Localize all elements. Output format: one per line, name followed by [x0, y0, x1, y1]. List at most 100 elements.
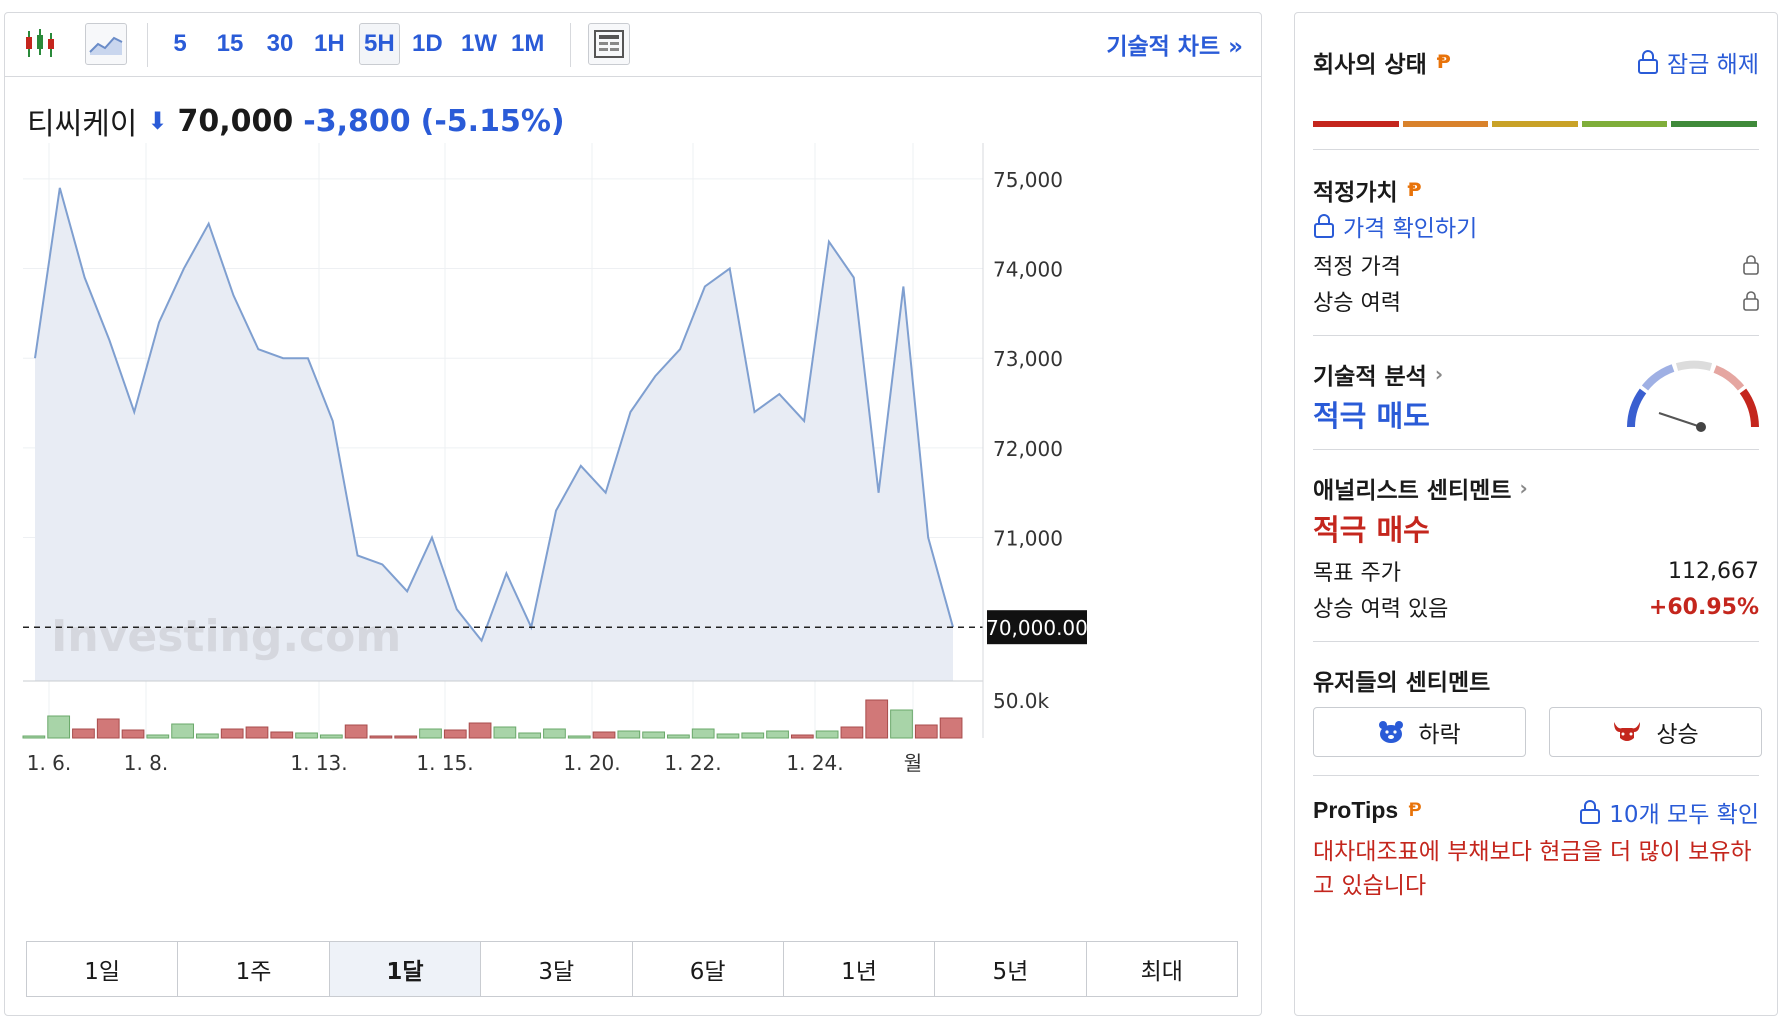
y-tick-label: 73,000: [993, 347, 1063, 371]
fair-price-row: 적정 가격: [1313, 249, 1759, 281]
volume-bar: [319, 734, 343, 739]
y-tick-label: 75,000: [993, 168, 1063, 192]
volume-bar: [741, 732, 765, 739]
technical-chart-link[interactable]: 기술적 차트 »: [1106, 34, 1243, 60]
lock-icon: [1743, 255, 1759, 275]
volume-bar: [691, 728, 715, 739]
technical-verdict: 적극 매도: [1313, 399, 1430, 433]
protips-title: ProTips Ᵽ: [1313, 797, 1424, 824]
y-tick-label: 71,000: [993, 527, 1063, 551]
last-price: 70,000: [177, 103, 294, 139]
interval-15-button[interactable]: 15: [216, 30, 244, 57]
interval-30-button[interactable]: 30: [266, 30, 294, 57]
volume-bar: [270, 731, 294, 739]
bearish-label: 하락: [1418, 722, 1461, 748]
technical-label: 기술적 분석: [1313, 364, 1427, 390]
volume-bar: [766, 730, 789, 739]
sidebar-panel: 회사의 상태 Ᵽ 잠금 해제 적정가치 Ᵽ 가격 확인하기 적정 가격 상승 여…: [1294, 12, 1778, 1016]
volume-bar: [790, 734, 814, 739]
upside-available-value: +60.95%: [1648, 594, 1759, 620]
bullish-button[interactable]: 상승: [1549, 707, 1762, 757]
volume-bar: [716, 733, 740, 739]
volume-bar: [592, 731, 616, 739]
bull-icon: [1614, 722, 1641, 741]
pro-badge-icon: Ᵽ: [1407, 179, 1422, 201]
volume-bar: [840, 726, 864, 739]
unlock-health-link[interactable]: 잠금 해제: [1637, 45, 1759, 79]
range-button-2[interactable]: 1달: [329, 942, 482, 996]
volume-bar: [47, 715, 71, 739]
volume-bar: [245, 726, 269, 739]
interval-1h-button[interactable]: 1H: [314, 30, 345, 57]
x-tick-label: 1. 8.: [124, 751, 169, 775]
x-tick-label: 1. 6.: [27, 751, 72, 775]
divider: [1313, 641, 1759, 642]
interval-5-button[interactable]: 5: [173, 30, 187, 57]
health-gradient-bar: [1313, 121, 1757, 127]
interval-1w-button[interactable]: 1W: [461, 30, 497, 57]
range-button-6[interactable]: 5년: [935, 942, 1087, 996]
candlestick-icon[interactable]: [19, 23, 61, 65]
technical-title[interactable]: 기술적 분석 ›: [1313, 357, 1443, 391]
health-segment: [1313, 121, 1399, 127]
interval-5h-button[interactable]: 5H: [359, 23, 400, 65]
quote-line: 티씨케이 ⬇ 70,000 -3,800 (-5.15%): [27, 99, 565, 143]
volume-bar: [96, 718, 120, 739]
divider: [1313, 449, 1759, 450]
fair-value-title: 적정가치 Ᵽ: [1313, 173, 1424, 207]
lock-icon: [1314, 214, 1334, 238]
check-price-label: 가격 확인하기: [1343, 216, 1478, 242]
protips-see-all-link[interactable]: 10개 모두 확인: [1579, 795, 1759, 829]
divider: [1313, 775, 1759, 776]
interval-1d-button[interactable]: 1D: [412, 30, 443, 57]
x-tick-label: 1. 13.: [290, 751, 347, 775]
analyst-title[interactable]: 애널리스트 센티멘트 ›: [1313, 471, 1528, 505]
current-price-label: 70,000.00: [986, 616, 1088, 640]
upside-label: 상승 여력: [1313, 291, 1401, 316]
volume-bar: [617, 730, 641, 739]
divider: [1313, 335, 1759, 336]
volume-bar: [419, 728, 442, 739]
toolbar-divider: [570, 23, 571, 67]
news-overlay-icon[interactable]: [588, 23, 630, 65]
volume-bar: [667, 734, 690, 739]
volume-bar: [567, 735, 591, 739]
current-price-tag: [987, 610, 1087, 645]
range-button-0[interactable]: 1일: [27, 942, 179, 996]
down-arrow-icon: ⬇: [147, 107, 168, 135]
y-tick-label: 72,000: [993, 437, 1063, 461]
range-button-1[interactable]: 1주: [178, 942, 330, 996]
check-price-link[interactable]: 가격 확인하기: [1313, 209, 1477, 243]
bearish-button[interactable]: 하락: [1313, 707, 1526, 757]
protips-label: ProTips: [1313, 797, 1399, 823]
price-area: [35, 187, 953, 682]
volume-bar: [22, 735, 46, 739]
range-button-7[interactable]: 최대: [1140, 959, 1183, 985]
volume-bar: [295, 732, 318, 739]
volume-bar: [865, 699, 889, 739]
volume-bar: [914, 724, 938, 739]
pro-badge-icon: Ᵽ: [1408, 799, 1422, 821]
company-health-label: 회사의 상태: [1313, 52, 1427, 78]
x-tick-label: 1. 15.: [416, 751, 473, 775]
x-tick-label: 1. 24.: [786, 751, 843, 775]
volume-bar: [543, 728, 566, 739]
protips-see-all-label: 10개 모두 확인: [1609, 802, 1759, 828]
user-sentiment-title: 유저들의 센티멘트: [1313, 663, 1490, 697]
volume-bar: [394, 735, 418, 739]
volume-bar: [344, 724, 368, 739]
volume-bar: [369, 735, 393, 739]
user-sentiment-label: 유저들의 센티멘트: [1313, 670, 1491, 696]
fair-value-label: 적정가치: [1313, 180, 1398, 206]
range-button-5[interactable]: 1년: [784, 942, 936, 996]
volume-bar: [815, 730, 839, 739]
price-chart[interactable]: Investing.com 70,000.00 75,000 74,000 73,000…: [5, 143, 1261, 943]
volume-bar: [220, 728, 244, 739]
price-change: -3,800: [303, 103, 411, 139]
area-chart-icon[interactable]: [85, 23, 127, 65]
interval-1m-button[interactable]: 1M: [511, 30, 545, 57]
lock-icon: [1743, 291, 1759, 311]
health-segment: [1671, 121, 1757, 127]
range-button-3[interactable]: 3달: [481, 942, 633, 996]
range-button-4[interactable]: 6달: [633, 942, 784, 996]
